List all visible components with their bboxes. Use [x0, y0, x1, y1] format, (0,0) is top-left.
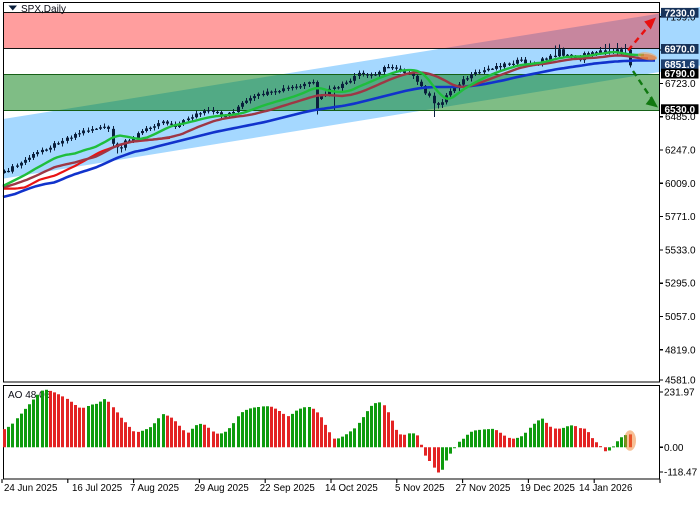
svg-text:6970.0: 6970.0 [665, 45, 696, 56]
svg-text:5533.0: 5533.0 [665, 245, 696, 256]
svg-text:6247.0: 6247.0 [665, 146, 696, 157]
svg-text:19 Dec 2025: 19 Dec 2025 [520, 483, 575, 494]
svg-text:14 Jan 2026: 14 Jan 2026 [579, 483, 632, 494]
svg-text:6851.6: 6851.6 [665, 60, 696, 71]
svg-text:6530.0: 6530.0 [665, 105, 696, 116]
svg-text:29 Aug 2025: 29 Aug 2025 [194, 483, 248, 494]
svg-text:14 Oct 2025: 14 Oct 2025 [325, 483, 378, 494]
svg-text:22 Sep 2025: 22 Sep 2025 [260, 483, 315, 494]
svg-text:231.97: 231.97 [664, 388, 695, 399]
svg-text:6009.0: 6009.0 [665, 179, 696, 190]
svg-text:6790.0: 6790.0 [665, 69, 696, 80]
svg-text:4581.0: 4581.0 [665, 376, 696, 387]
svg-text:16 Jul 2025: 16 Jul 2025 [72, 483, 122, 494]
svg-text:7230.0: 7230.0 [665, 8, 696, 19]
svg-text:AO 48.06: AO 48.06 [8, 390, 51, 401]
svg-text:0.00: 0.00 [664, 443, 684, 454]
svg-text:SPX,Daily: SPX,Daily [21, 4, 66, 15]
svg-text:24 Jun 2025: 24 Jun 2025 [4, 483, 57, 494]
svg-text:7 Aug 2025: 7 Aug 2025 [130, 483, 179, 494]
svg-text:4819.0: 4819.0 [665, 345, 696, 356]
svg-text:5 Nov 2025: 5 Nov 2025 [395, 483, 445, 494]
svg-text:5295.0: 5295.0 [665, 279, 696, 290]
svg-text:27 Nov 2025: 27 Nov 2025 [456, 483, 511, 494]
svg-text:6723.0: 6723.0 [665, 79, 696, 90]
svg-text:5771.0: 5771.0 [665, 212, 696, 223]
svg-text:7199.0: 7199.0 [665, 12, 696, 23]
svg-text:5057.0: 5057.0 [665, 312, 696, 323]
svg-text:-118.47: -118.47 [664, 468, 698, 479]
svg-text:6485.0: 6485.0 [665, 112, 696, 123]
